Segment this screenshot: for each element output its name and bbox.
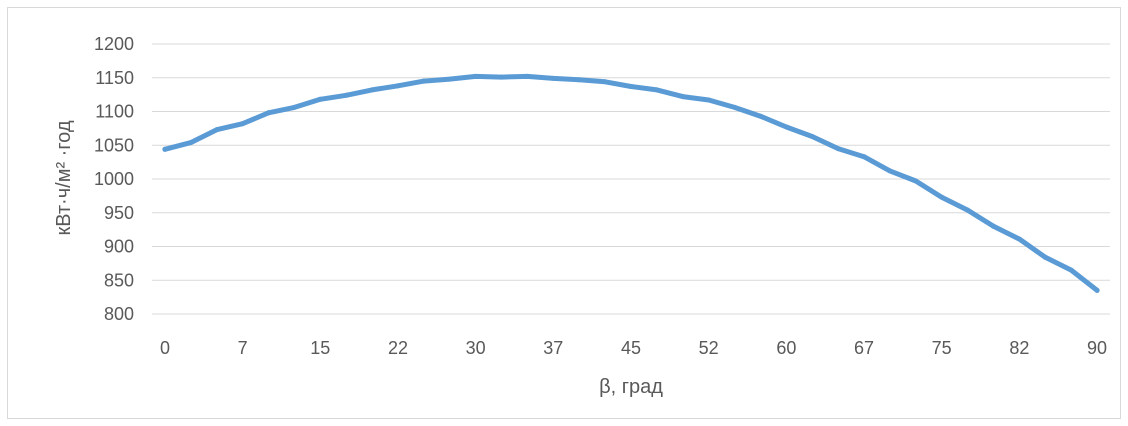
- data-point: [317, 96, 323, 102]
- data-point: [343, 92, 349, 98]
- series-line: [162, 73, 1100, 293]
- data-point: [550, 75, 556, 81]
- x-tick-label: 60: [776, 338, 796, 358]
- y-tick-label: 1200: [94, 34, 134, 54]
- x-tick-label: 15: [310, 338, 330, 358]
- data-point: [991, 223, 996, 229]
- y-tick-label: 950: [104, 203, 134, 223]
- data-point: [835, 146, 841, 152]
- y-tick-label: 1100: [95, 102, 134, 122]
- x-tick-label: 67: [854, 338, 874, 358]
- data-point: [240, 121, 246, 127]
- y-axis-title: кВт·ч/м² ·год: [53, 120, 75, 235]
- data-point: [1016, 236, 1022, 242]
- data-point: [913, 178, 919, 184]
- data-point: [680, 94, 686, 100]
- data-point: [447, 76, 453, 82]
- data-point: [654, 87, 660, 93]
- y-tick-label: 800: [104, 304, 134, 324]
- x-axis-title: β, град: [599, 376, 663, 398]
- data-point: [162, 146, 168, 152]
- y-tick-label: 1000: [94, 169, 134, 189]
- data-point: [499, 74, 504, 80]
- data-point: [965, 207, 971, 213]
- data-point: [1068, 267, 1074, 273]
- data-point: [602, 79, 608, 85]
- y-tick-label: 900: [104, 237, 134, 257]
- data-point: [758, 113, 763, 119]
- data-point: [732, 104, 738, 110]
- data-point: [1042, 254, 1048, 260]
- x-tick-label: 22: [388, 338, 408, 358]
- y-axis-ticks: 800 850 900 950 1000 1050 1100 1150 1200: [94, 34, 134, 324]
- x-tick-label: 75: [932, 338, 952, 358]
- x-tick-label: 30: [466, 338, 486, 358]
- x-tick-label: 37: [543, 338, 563, 358]
- data-point: [473, 73, 479, 79]
- data-point: [576, 77, 582, 83]
- data-point: [861, 154, 867, 160]
- x-tick-label: 90: [1087, 338, 1107, 358]
- x-tick-label: 7: [238, 338, 248, 358]
- x-tick-label: 45: [621, 338, 641, 358]
- x-tick-label: 52: [699, 338, 719, 358]
- data-point: [421, 78, 427, 84]
- data-point: [887, 168, 893, 174]
- data-point: [266, 110, 271, 116]
- data-point: [706, 97, 712, 103]
- data-point: [369, 87, 375, 93]
- data-point: [291, 104, 297, 110]
- y-tick-label: 1050: [94, 135, 134, 155]
- data-point: [809, 134, 815, 139]
- data-point: [783, 124, 789, 130]
- data-point: [395, 83, 401, 89]
- x-axis-ticks: 0 7 15 22 30 37 45 52 60 67 75 82 90: [160, 338, 1107, 358]
- data-point: [214, 127, 220, 133]
- x-tick-label: 82: [1009, 338, 1029, 358]
- data-point: [628, 84, 634, 89]
- data-point: [524, 73, 530, 79]
- y-tick-label: 1150: [95, 68, 134, 88]
- gridlines: [152, 43, 1110, 315]
- x-tick-label: 0: [160, 338, 170, 358]
- series-layer: [162, 73, 1100, 293]
- y-tick-label: 850: [104, 270, 134, 290]
- data-point: [188, 140, 194, 146]
- data-point: [939, 194, 945, 200]
- data-point: [1094, 287, 1100, 293]
